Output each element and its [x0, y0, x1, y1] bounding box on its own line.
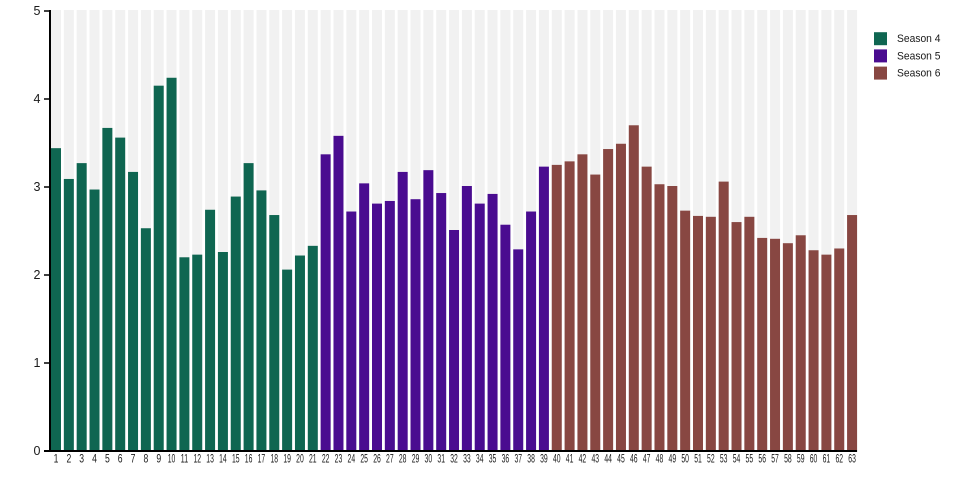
svg-text:31: 31: [437, 454, 445, 466]
svg-text:22: 22: [322, 454, 330, 466]
svg-text:48: 48: [656, 454, 664, 466]
svg-text:27: 27: [386, 454, 394, 466]
svg-text:56: 56: [758, 454, 766, 466]
svg-text:39: 39: [540, 454, 548, 466]
svg-text:32: 32: [450, 454, 458, 466]
svg-text:2: 2: [66, 454, 71, 466]
svg-text:7: 7: [131, 454, 136, 466]
svg-text:5: 5: [34, 4, 41, 18]
svg-text:23: 23: [335, 454, 343, 466]
svg-text:2: 2: [34, 268, 41, 282]
svg-text:4: 4: [92, 454, 97, 466]
svg-text:3: 3: [34, 180, 41, 194]
svg-text:8: 8: [143, 454, 148, 466]
svg-text:Season 5: Season 5: [897, 50, 941, 62]
svg-text:13: 13: [206, 454, 214, 466]
svg-text:60: 60: [810, 454, 818, 466]
svg-text:6: 6: [118, 454, 123, 466]
svg-text:12: 12: [193, 454, 201, 466]
svg-text:36: 36: [502, 454, 510, 466]
svg-text:63: 63: [848, 454, 856, 466]
svg-text:1: 1: [34, 356, 41, 370]
svg-text:30: 30: [425, 454, 433, 466]
svg-text:4: 4: [34, 92, 41, 106]
svg-text:15: 15: [232, 454, 240, 466]
svg-text:55: 55: [746, 454, 754, 466]
svg-text:20: 20: [296, 454, 304, 466]
svg-text:0: 0: [34, 444, 41, 458]
svg-text:59: 59: [797, 454, 805, 466]
svg-text:54: 54: [733, 454, 741, 466]
svg-text:17: 17: [258, 454, 266, 466]
svg-text:52: 52: [707, 454, 715, 466]
svg-text:Season 6: Season 6: [897, 68, 941, 80]
svg-text:44: 44: [604, 454, 612, 466]
svg-text:5: 5: [105, 454, 110, 466]
svg-text:11: 11: [181, 454, 189, 466]
svg-text:58: 58: [784, 454, 792, 466]
svg-text:10: 10: [168, 454, 176, 466]
svg-text:42: 42: [579, 454, 587, 466]
svg-text:37: 37: [514, 454, 522, 466]
svg-text:34: 34: [476, 454, 484, 466]
svg-text:24: 24: [348, 454, 356, 466]
svg-text:14: 14: [219, 454, 227, 466]
svg-text:53: 53: [720, 454, 728, 466]
svg-text:62: 62: [835, 454, 843, 466]
svg-text:1: 1: [54, 454, 59, 466]
svg-text:18: 18: [270, 454, 278, 466]
svg-text:57: 57: [771, 454, 779, 466]
svg-text:46: 46: [630, 454, 638, 466]
svg-text:35: 35: [489, 454, 497, 466]
svg-text:3: 3: [79, 454, 84, 466]
svg-text:61: 61: [823, 454, 831, 466]
svg-text:47: 47: [643, 454, 651, 466]
svg-text:29: 29: [412, 454, 420, 466]
svg-text:9: 9: [156, 454, 161, 466]
svg-text:43: 43: [591, 454, 599, 466]
svg-text:50: 50: [681, 454, 689, 466]
svg-text:21: 21: [309, 454, 317, 466]
svg-text:40: 40: [553, 454, 561, 466]
svg-text:33: 33: [463, 454, 471, 466]
svg-text:38: 38: [527, 454, 535, 466]
svg-text:16: 16: [245, 454, 253, 466]
svg-text:19: 19: [283, 454, 291, 466]
svg-text:51: 51: [694, 454, 702, 466]
svg-text:41: 41: [566, 454, 574, 466]
svg-text:49: 49: [669, 454, 677, 466]
svg-text:26: 26: [373, 454, 381, 466]
svg-text:25: 25: [360, 454, 368, 466]
svg-text:Season 4: Season 4: [897, 33, 941, 45]
svg-text:28: 28: [399, 454, 407, 466]
svg-text:45: 45: [617, 454, 625, 466]
